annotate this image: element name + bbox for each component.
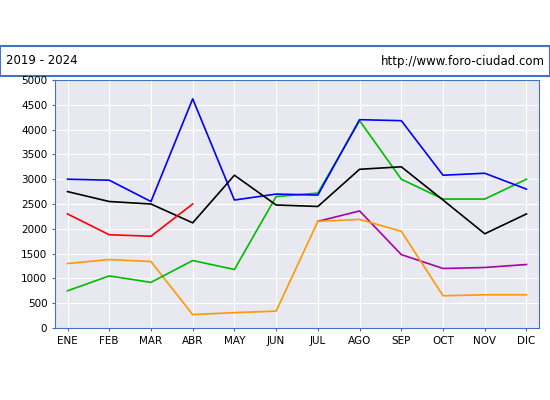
Text: 2019 - 2024: 2019 - 2024 [6,54,77,68]
Text: http://www.foro-ciudad.com: http://www.foro-ciudad.com [381,54,544,68]
Text: Evolucion Nº Turistas Nacionales en el municipio de Villar del Pedroso: Evolucion Nº Turistas Nacionales en el m… [34,16,516,30]
